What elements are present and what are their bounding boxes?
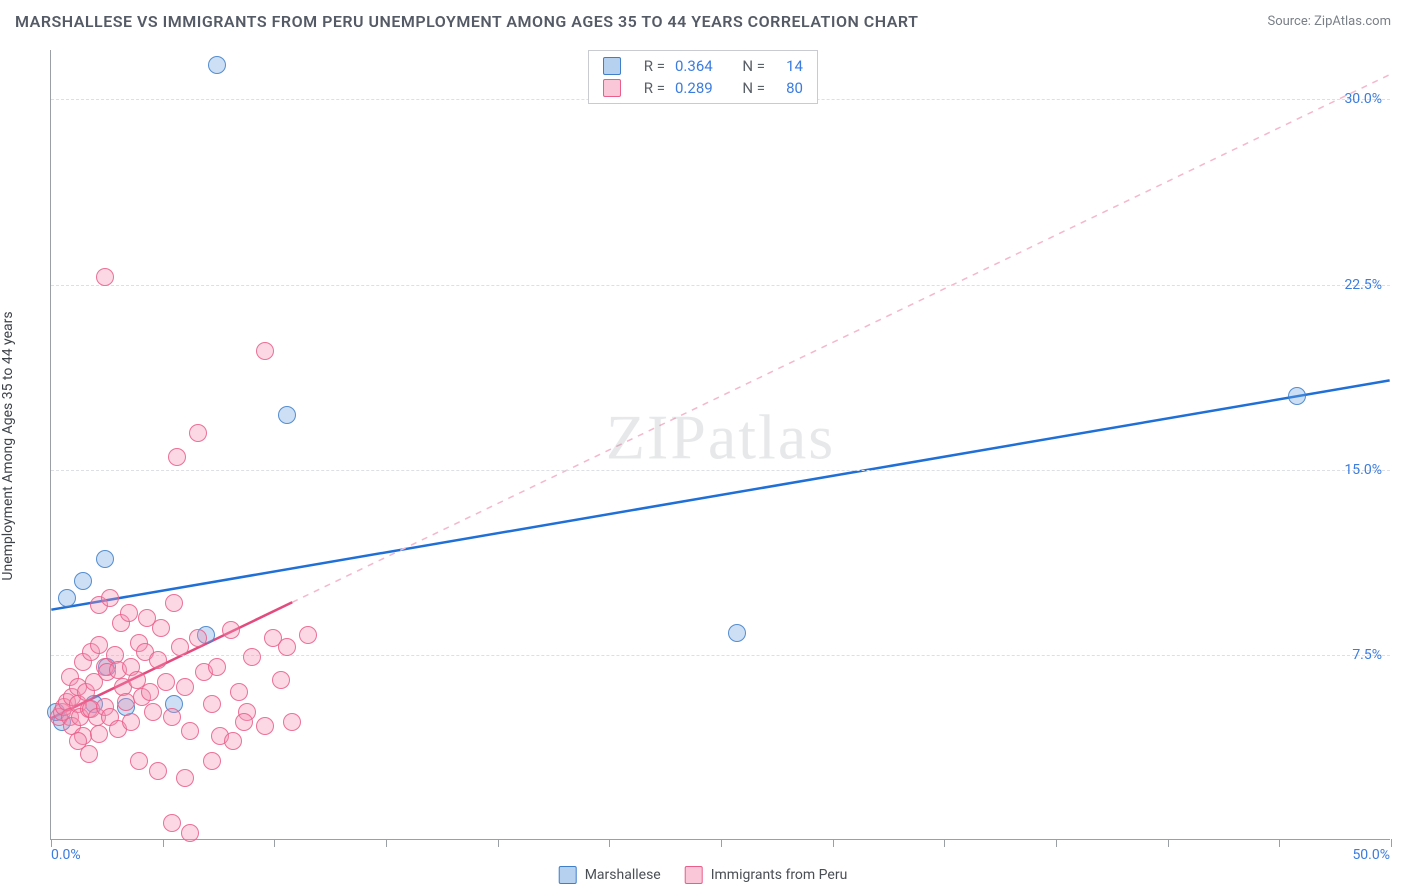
scatter-point-marshallese <box>728 624 746 642</box>
x-tick <box>1056 839 1057 847</box>
legend-item: Immigrants from Peru <box>685 866 848 884</box>
y-tick-label: 15.0% <box>1344 462 1382 478</box>
scatter-point-peru <box>299 626 317 644</box>
scatter-point-peru <box>189 629 207 647</box>
scatter-point-peru <box>189 424 207 442</box>
watermark-text: ZIP <box>606 401 708 472</box>
scatter-point-marshallese <box>1288 387 1306 405</box>
scatter-point-peru <box>176 678 194 696</box>
scatter-point-peru <box>235 713 253 731</box>
scatter-point-peru <box>181 824 199 842</box>
scatter-point-marshallese <box>96 550 114 568</box>
scatter-point-peru <box>149 651 167 669</box>
scatter-point-marshallese <box>74 572 92 590</box>
legend-swatch-pink <box>685 866 703 884</box>
y-axis-label: Unemployment Among Ages 35 to 44 years <box>0 311 16 580</box>
scatter-point-peru <box>141 683 159 701</box>
scatter-point-peru <box>101 589 119 607</box>
watermark-text-thin: atlas <box>708 401 835 472</box>
scatter-point-peru <box>152 619 170 637</box>
r-label: R = <box>631 57 665 75</box>
scatter-point-peru <box>122 713 140 731</box>
scatter-point-peru <box>243 648 261 666</box>
x-tick <box>274 839 275 847</box>
y-tick-label: 22.5% <box>1344 277 1382 293</box>
scatter-point-peru <box>256 717 274 735</box>
x-tick <box>386 839 387 847</box>
x-tick <box>1279 839 1280 847</box>
scatter-point-peru <box>90 636 108 654</box>
x-tick <box>163 839 164 847</box>
scatter-point-peru <box>222 621 240 639</box>
r-label: R = <box>631 79 665 97</box>
x-tick <box>498 839 499 847</box>
scatter-point-marshallese <box>208 56 226 74</box>
scatter-point-peru <box>168 448 186 466</box>
scatter-point-peru <box>120 604 138 622</box>
legend-label: Immigrants from Peru <box>711 867 848 883</box>
scatter-point-peru <box>230 683 248 701</box>
x-tick <box>944 839 945 847</box>
legend-swatch-blue <box>603 57 621 75</box>
title-bar: MARSHALLESE VS IMMIGRANTS FROM PERU UNEM… <box>15 12 1391 31</box>
scatter-point-peru <box>203 752 221 770</box>
scatter-point-peru <box>163 814 181 832</box>
legend-item: Marshallese <box>559 866 661 884</box>
bottom-legend: Marshallese Immigrants from Peru <box>559 866 848 884</box>
gridline <box>51 470 1390 471</box>
source-label: Source: ZipAtlas.com <box>1267 14 1391 29</box>
scatter-point-peru <box>203 695 221 713</box>
scatter-point-peru <box>90 725 108 743</box>
scatter-point-peru <box>165 594 183 612</box>
n-label: N = <box>735 57 765 75</box>
trend-line <box>51 380 1389 609</box>
scatter-point-peru <box>144 703 162 721</box>
chart-title: MARSHALLESE VS IMMIGRANTS FROM PERU UNEM… <box>15 12 918 31</box>
gridline <box>51 285 1390 286</box>
scatter-point-peru <box>224 732 242 750</box>
scatter-point-peru <box>149 762 167 780</box>
x-tick <box>609 839 610 847</box>
n-label: N = <box>735 79 765 97</box>
n-value: 80 <box>775 79 803 97</box>
x-tick <box>1391 839 1392 847</box>
legend-swatch-pink <box>603 79 621 97</box>
stats-legend: R = 0.364 N = 14 R = 0.289 N = 80 <box>588 50 818 104</box>
y-tick-label: 30.0% <box>1344 91 1382 107</box>
scatter-point-marshallese <box>58 589 76 607</box>
y-tick-label: 7.5% <box>1352 647 1382 663</box>
x-tick <box>51 839 52 847</box>
r-value: 0.364 <box>675 57 725 75</box>
scatter-point-peru <box>176 769 194 787</box>
stats-row: R = 0.289 N = 80 <box>589 77 817 99</box>
watermark: ZIPatlas <box>606 400 835 474</box>
scatter-point-peru <box>157 673 175 691</box>
x-tick <box>833 839 834 847</box>
n-value: 14 <box>775 57 803 75</box>
scatter-point-peru <box>80 745 98 763</box>
scatter-point-marshallese <box>278 406 296 424</box>
stats-row: R = 0.364 N = 14 <box>589 55 817 77</box>
r-value: 0.289 <box>675 79 725 97</box>
x-axis-min-label: 0.0% <box>51 847 81 863</box>
scatter-point-peru <box>208 658 226 676</box>
scatter-point-peru <box>278 638 296 656</box>
scatter-point-peru <box>181 722 199 740</box>
scatter-point-peru <box>272 671 290 689</box>
scatter-point-peru <box>171 638 189 656</box>
scatter-point-peru <box>256 342 274 360</box>
x-axis-max-label: 50.0% <box>1352 847 1390 863</box>
scatter-point-peru <box>163 708 181 726</box>
legend-label: Marshallese <box>585 867 661 883</box>
scatter-point-peru <box>130 752 148 770</box>
chart-plot-area: ZIPatlas 0.0% 50.0% 7.5%15.0%22.5%30.0% <box>50 50 1390 840</box>
x-tick <box>721 839 722 847</box>
legend-swatch-blue <box>559 866 577 884</box>
scatter-point-peru <box>283 713 301 731</box>
scatter-point-peru <box>96 268 114 286</box>
trend-line-extrapolated <box>292 75 1389 603</box>
x-tick <box>1168 839 1169 847</box>
